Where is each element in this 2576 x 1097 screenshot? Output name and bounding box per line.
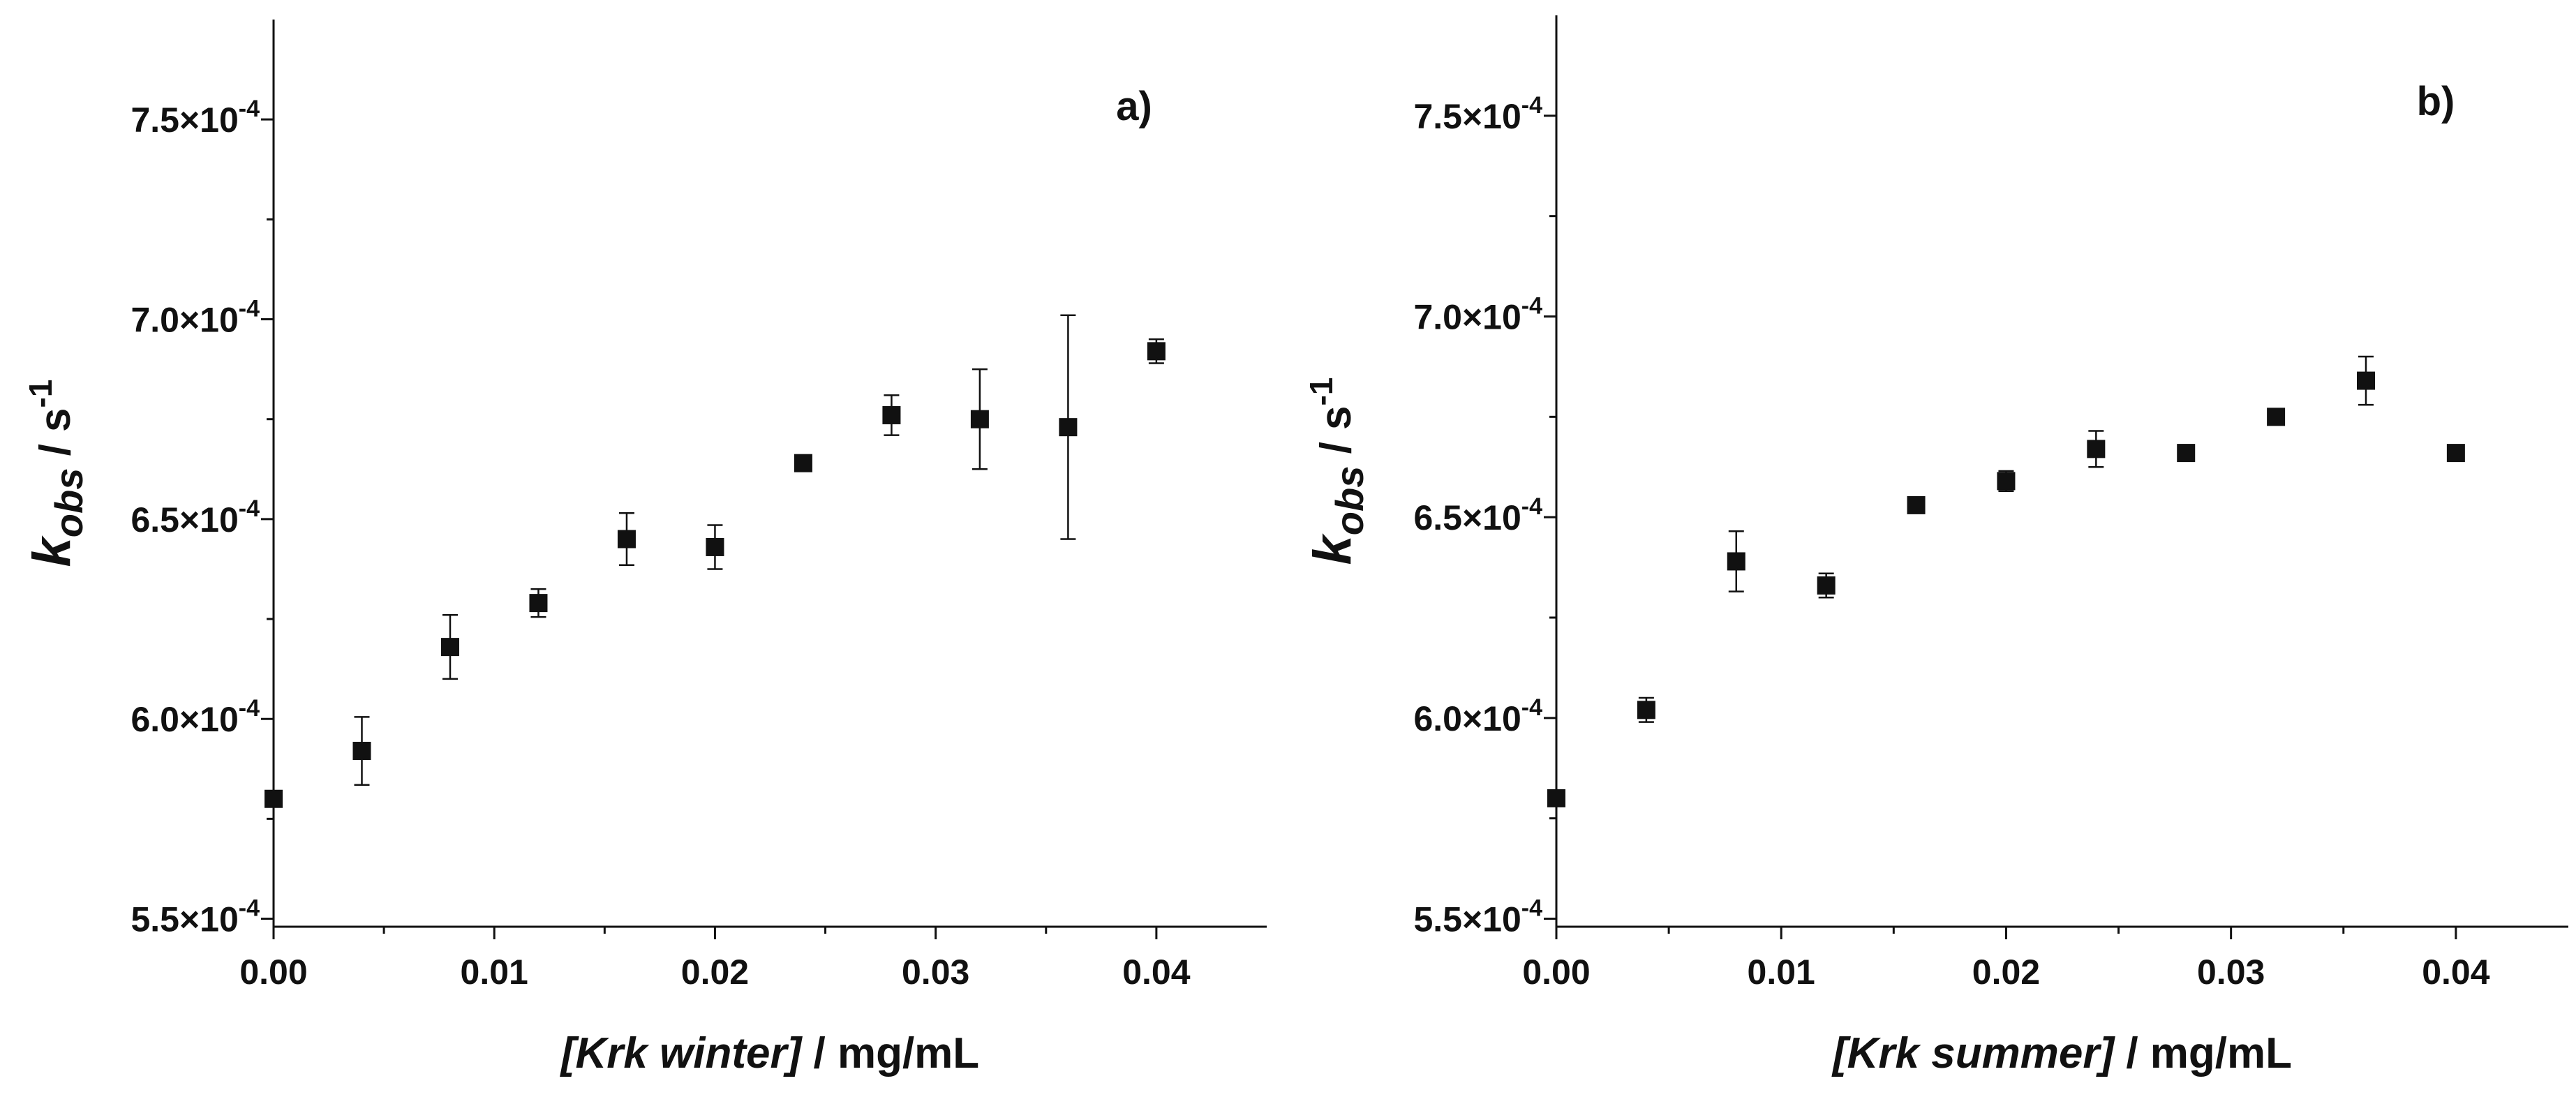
y-tick-label: 5.5×10-4 <box>1413 895 1542 939</box>
data-point <box>1817 576 1836 595</box>
y-tick-label: 5.5×10-4 <box>131 895 260 939</box>
data-point <box>2177 444 2196 463</box>
y-tick-label: 7.0×10-4 <box>1413 292 1542 336</box>
x-tick-label: 0.03 <box>902 953 969 992</box>
data-point <box>1147 342 1166 361</box>
y-tick-label: 6.5×10-4 <box>1413 493 1542 537</box>
data-point <box>2087 440 2106 458</box>
data-point <box>352 742 371 761</box>
x-tick-label: 0.00 <box>1522 953 1590 992</box>
data-point <box>1997 472 2016 491</box>
x-tick-label: 0.03 <box>2197 953 2265 992</box>
panel-label: a) <box>1116 84 1152 129</box>
x-tick-label: 0.04 <box>2422 953 2490 992</box>
y-tick-label: 7.5×10-4 <box>1413 92 1542 136</box>
y-tick-label: 6.0×10-4 <box>131 695 260 739</box>
x-axis-title: [Krk winter] / mg/mL <box>560 1029 979 1077</box>
data-point <box>2267 408 2286 426</box>
data-point <box>970 410 989 428</box>
data-point <box>265 789 283 808</box>
x-tick-label: 0.01 <box>1748 953 1815 992</box>
data-point <box>440 638 459 657</box>
panel-a: 0.00 0.01 0.02 0.03 0.04 5.5×10-4 6.0×10-4 6.5×… <box>22 20 1267 1077</box>
data-point <box>1907 495 1926 514</box>
y-tick-label: 7.0×10-4 <box>131 296 260 340</box>
panel-b: 0.00 0.01 0.02 0.03 0.04 5.5×10-4 6.0×10-4 6.5×… <box>1303 15 2568 1077</box>
x-tick-label: 0.04 <box>1122 953 1191 992</box>
x-tick-label: 0.02 <box>681 953 749 992</box>
data-point <box>1059 418 1078 437</box>
data-point <box>2446 444 2465 463</box>
data-point <box>794 454 812 472</box>
data-point <box>706 537 724 556</box>
x-tick-label: 0.02 <box>1972 953 2040 992</box>
y-axis-title: kobs / s-1 <box>1303 378 1371 565</box>
data-point <box>1637 701 1655 719</box>
data-point <box>529 594 548 613</box>
y-tick-label: 6.0×10-4 <box>1413 694 1542 738</box>
data-point <box>1727 552 1745 571</box>
y-tick-label: 7.5×10-4 <box>131 96 260 140</box>
y-tick-label: 6.5×10-4 <box>131 495 260 539</box>
y-axis-title: kobs / s-1 <box>22 380 91 567</box>
data-point <box>882 405 901 424</box>
data-point <box>617 530 636 548</box>
data-point <box>1547 789 1565 807</box>
x-tick-label: 0.01 <box>461 953 528 992</box>
panel-label: b) <box>2417 79 2455 124</box>
x-tick-label: 0.00 <box>239 953 307 992</box>
x-axis-title: [Krk summer] / mg/mL <box>1831 1029 2292 1077</box>
data-point <box>2357 371 2375 390</box>
